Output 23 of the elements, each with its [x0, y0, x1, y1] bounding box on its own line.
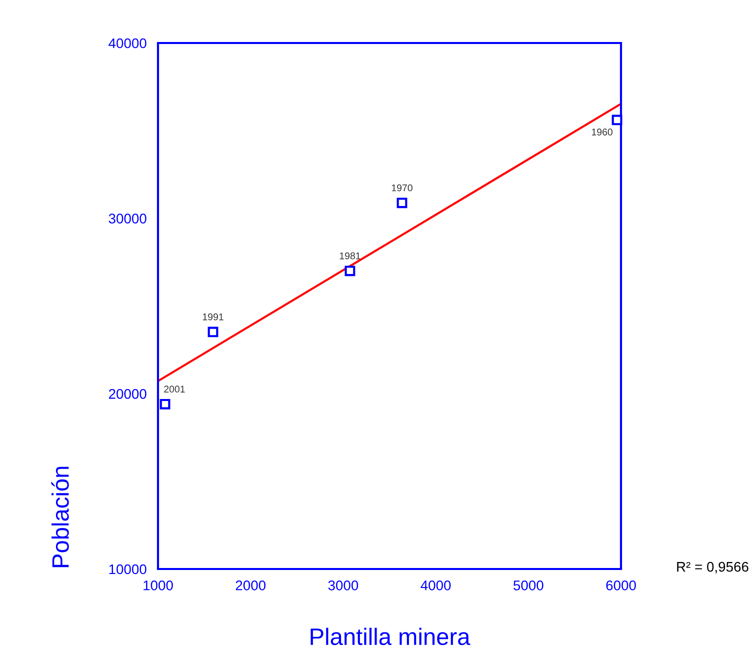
- point: [396, 198, 408, 208]
- y-tick-label: 40000: [108, 38, 146, 48]
- annotation: 1991: [202, 313, 224, 320]
- x-tick-label: 1000: [144, 580, 173, 590]
- annotation: 1981: [340, 252, 360, 260]
- point: [344, 266, 356, 276]
- y-tick-label: 30000: [108, 214, 146, 224]
- x-tick-label: 5000: [514, 580, 544, 590]
- annotation: 1960: [592, 128, 612, 136]
- x-tick-label: 4000: [420, 580, 451, 590]
- annotation: 1970: [392, 184, 412, 192]
- x-axis-title: Plantilla minera: [310, 628, 470, 646]
- x-tick-label: 3000: [328, 580, 358, 590]
- x-tick-label: 6000: [606, 580, 636, 590]
- y-tick-label: 10000: [109, 564, 146, 574]
- text: R² = 0,9566: [677, 562, 748, 574]
- x-tick-label: 2000: [236, 580, 266, 590]
- annotation: 2001: [164, 386, 185, 393]
- point: [160, 398, 170, 410]
- point: [208, 326, 218, 338]
- y-axis-title: Población: [51, 466, 69, 568]
- point: [612, 114, 622, 126]
- y-tick-label: 20000: [108, 389, 146, 399]
